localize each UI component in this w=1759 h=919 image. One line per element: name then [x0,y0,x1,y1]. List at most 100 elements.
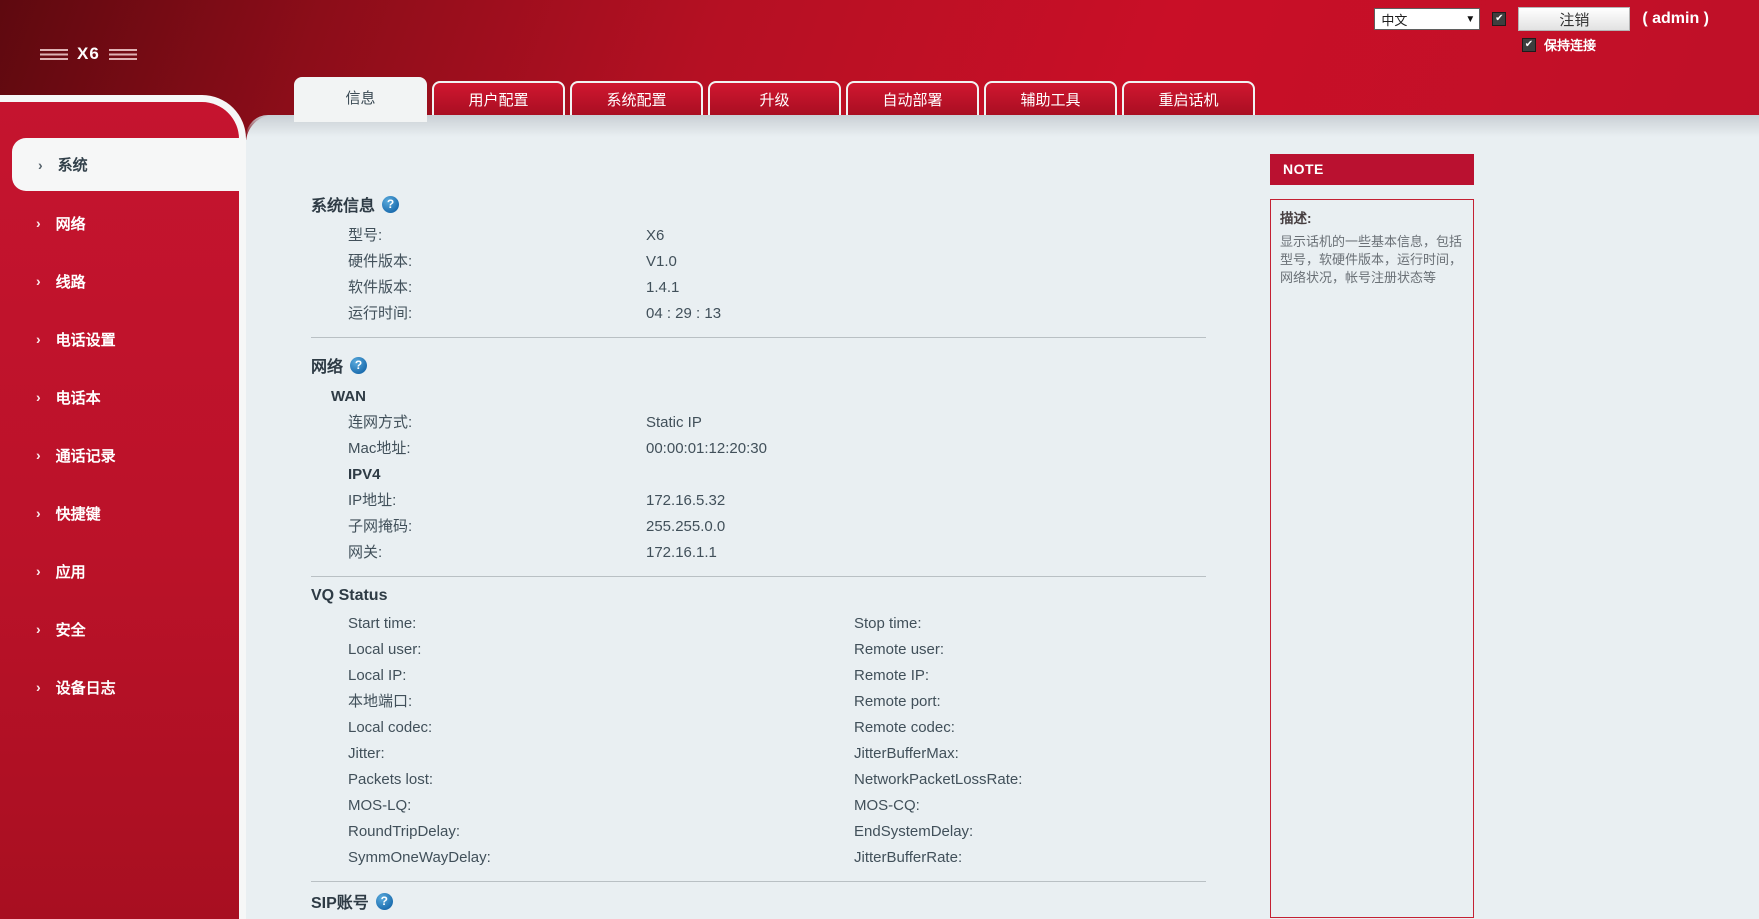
sidebar-item-label: 线路 [55,273,86,291]
sidebar-item-network[interactable]: › 网络 [0,194,246,252]
field-value: 00:00:01:12:20:30 [646,440,767,457]
chevron-right-icon: › [36,621,41,637]
section-sip-account: SIP账号 [311,890,1206,912]
tab-auto-provision[interactable]: 自动部署 [846,81,979,115]
section-vq-status: VQ Status [311,585,1206,607]
logo-speedlines-right-icon [108,48,137,60]
field-row: 连网方式: Static IP [311,410,1206,436]
help-icon[interactable] [382,195,400,213]
tab-reboot-phone[interactable]: 重启话机 [1122,81,1255,115]
field-row: 运行时间: 04 : 29 : 13 [311,301,1206,327]
section-title: VQ Status [311,587,388,604]
sidebar-item-call-log[interactable]: › 通话记录 [0,426,246,484]
section-divider [311,337,1206,338]
sidebar-item-application[interactable]: › 应用 [0,542,246,600]
sidebar-item-line[interactable]: › 线路 [0,252,246,310]
language-select[interactable]: 中文 ▼ [1374,8,1481,30]
field-value: 255.255.0.0 [646,518,726,535]
vq-row: Local user: Remote user: [311,637,1206,663]
tab-information[interactable]: 信息 [294,77,427,122]
field-row: Mac地址: 00:00:01:12:20:30 [311,436,1206,462]
sidebar-item-label: 安全 [55,621,86,639]
sidebar-item-device-log[interactable]: › 设备日志 [0,658,246,716]
tab-upgrade[interactable]: 升级 [708,81,841,115]
vq-label: SymmOneWayDelay: [348,849,491,866]
sidebar-item-label: 快捷键 [55,505,101,523]
vq-row: Packets lost: NetworkPacketLossRate: [311,767,1206,793]
chevron-right-icon: › [36,679,41,695]
field-label: 型号: [348,227,383,244]
field-label: 运行时间: [348,305,413,322]
vq-row: RoundTripDelay: EndSystemDelay: [311,819,1206,845]
vq-label: EndSystemDelay: [854,823,974,840]
vq-label: Remote codec: [854,719,955,736]
logout-button[interactable]: 注销 [1518,7,1631,31]
sidebar-item-phone-settings[interactable]: › 电话设置 [0,310,246,368]
note-header: NOTE [1270,154,1474,185]
field-value: 172.16.1.1 [646,544,717,561]
vq-label: Local IP: [348,667,407,684]
sidebar-item-function-key[interactable]: › 快捷键 [0,484,246,542]
chevron-down-icon: ▼ [1465,13,1476,25]
field-value: 172.16.5.32 [646,492,726,509]
field-row: IP地址: 172.16.5.32 [311,488,1206,514]
logo: X6 [40,44,137,64]
section-divider [311,576,1206,577]
sidebar-item-phonebook[interactable]: › 电话本 [0,368,246,426]
keep-alive-control: 保持连接 [1521,35,1596,54]
field-value: X6 [646,227,665,244]
help-icon[interactable] [350,356,368,374]
header-controls: 中文 ▼ 注销 ( admin ) [1374,7,1709,31]
help-icon[interactable] [375,892,393,910]
chevron-right-icon: › [36,389,41,405]
chevron-right-icon: › [38,156,43,173]
vq-row: 本地端口: Remote port: [311,689,1206,715]
note-panel: 描述: 显示话机的一些基本信息，包括型号，软硬件版本，运行时间，网络状况，帐号注… [1270,199,1474,918]
sidebar-item-security[interactable]: › 安全 [0,600,246,658]
vq-label: MOS-LQ: [348,797,412,814]
field-label: 硬件版本: [348,253,413,270]
field-value: Static IP [646,414,702,431]
sidebar: › 系统 › 网络 › 线路 › 电话设置 › 电话本 › 通话记录 › 快捷键… [0,95,246,919]
sidebar-item-label: 设备日志 [55,679,116,697]
language-select-value: 中文 [1381,12,1408,28]
vq-row: Jitter: JitterBufferMax: [311,741,1206,767]
vq-label: 本地端口: [348,693,413,710]
vq-label: NetworkPacketLossRate: [854,771,1023,788]
field-row: 软件版本: 1.4.1 [311,275,1206,301]
vq-row: MOS-LQ: MOS-CQ: [311,793,1206,819]
vq-label: Jitter: [348,745,385,762]
language-apply-checkbox[interactable] [1492,12,1507,26]
chevron-right-icon: › [36,215,41,231]
vq-label: Stop time: [854,615,922,632]
field-label: 网关: [348,544,383,561]
logged-in-user-label: ( admin ) [1642,10,1709,27]
tab-tools[interactable]: 辅助工具 [984,81,1117,115]
subsection-ipv4: IPV4 [348,466,381,483]
vq-label: JitterBufferMax: [854,745,959,762]
field-label: IP地址: [348,492,397,509]
keep-alive-checkbox[interactable] [1521,37,1536,52]
field-value: 04 : 29 : 13 [646,305,722,322]
note-description-text: 显示话机的一些基本信息，包括型号，软硬件版本，运行时间，网络状况，帐号注册状态等 [1280,233,1463,285]
keep-alive-label: 保持连接 [1543,38,1596,53]
section-system-info: 系统信息 [311,193,1206,215]
sidebar-nav: › 系统 › 网络 › 线路 › 电话设置 › 电话本 › 通话记录 › 快捷键… [0,136,246,716]
field-value: 1.4.1 [646,279,680,296]
vq-row: SymmOneWayDelay: JitterBufferRate: [311,845,1206,871]
field-row: 网关: 172.16.1.1 [311,540,1206,566]
vq-row: Local IP: Remote IP: [311,663,1206,689]
sidebar-item-label: 系统 [57,157,88,174]
content-area: 系统信息 型号: X6 硬件版本: V1.0 软件版本: 1.4.1 运行时间:… [246,115,1759,919]
logo-speedlines-left-icon [40,48,68,60]
tab-user-config[interactable]: 用户配置 [432,81,565,115]
sidebar-item-system[interactable]: › 系统 [12,138,246,191]
vq-label: MOS-CQ: [854,797,920,814]
logo-text: X6 [77,44,100,63]
field-label: Mac地址: [348,440,411,457]
chevron-right-icon: › [36,563,41,579]
section-title: 网络 [311,359,344,376]
tab-system-config[interactable]: 系统配置 [570,81,703,115]
vq-row: Local codec: Remote codec: [311,715,1206,741]
top-tab-bar: 信息 用户配置 系统配置 升级 自动部署 辅助工具 重启话机 [294,77,1255,122]
